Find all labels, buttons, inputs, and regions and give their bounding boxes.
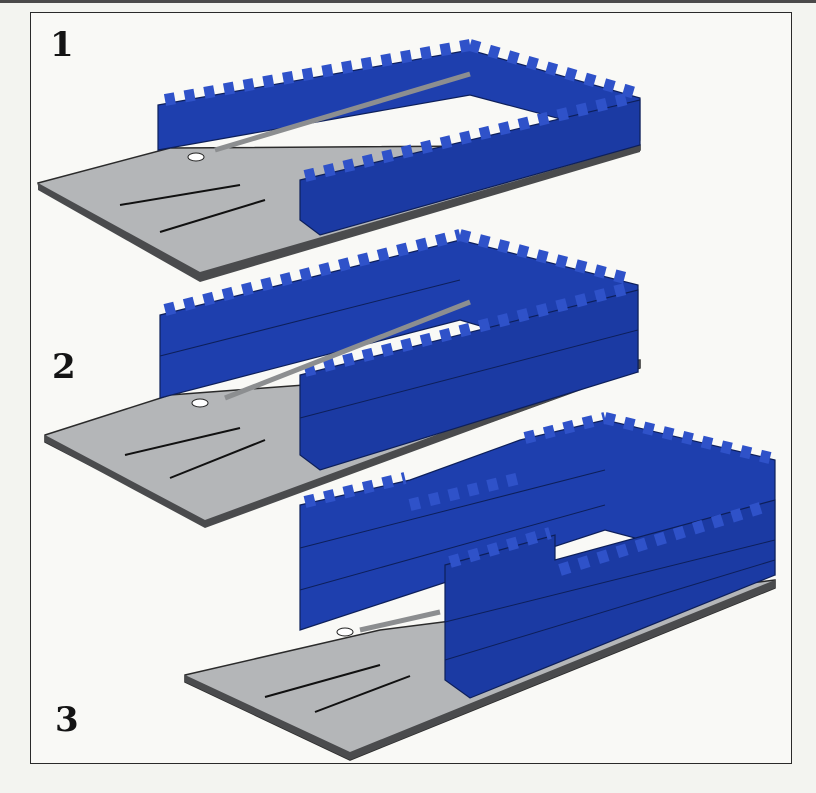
step-2-model [44, 229, 641, 528]
back-wall [299, 419, 776, 631]
step-3-model [184, 412, 776, 761]
step-number-2: 2 [52, 347, 76, 387]
step-1-model [37, 39, 641, 282]
step-number-1: 1 [50, 25, 74, 65]
top-edge-line [0, 0, 816, 3]
front-wall [444, 499, 776, 699]
step-number-3: 3 [55, 700, 79, 740]
